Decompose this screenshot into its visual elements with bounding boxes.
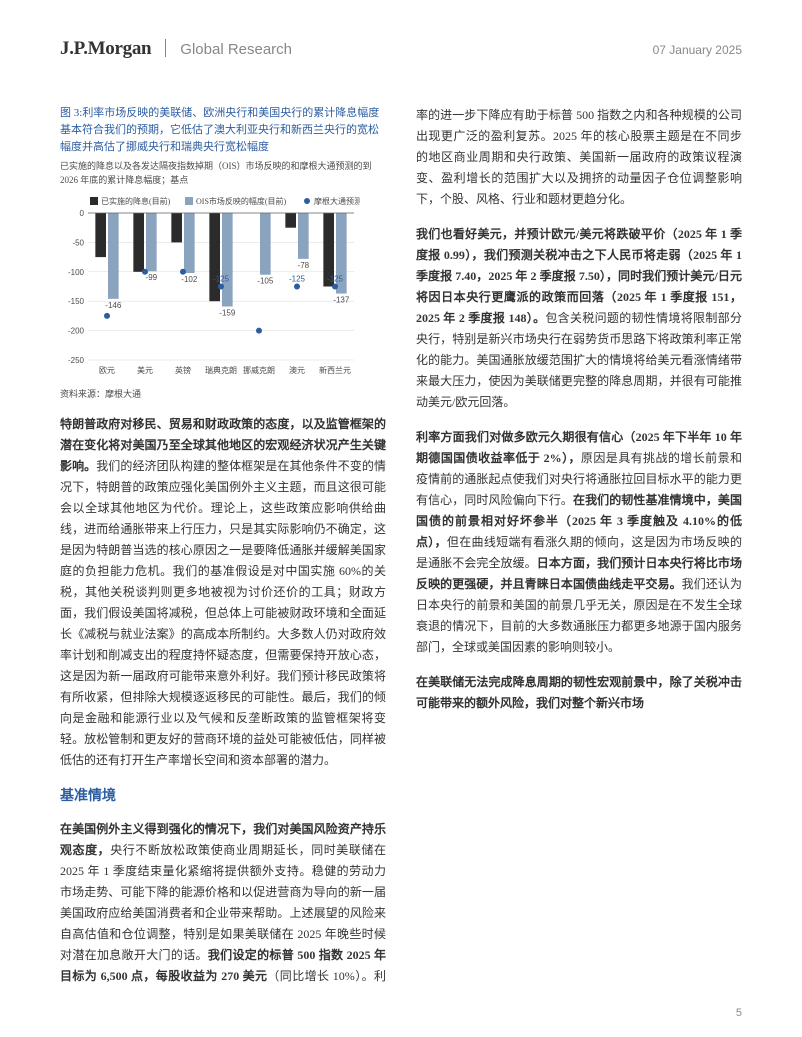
svg-text:-78: -78 [298, 261, 310, 270]
svg-text:瑞典克朗: 瑞典克朗 [205, 365, 237, 375]
svg-text:已实施的降息(目前): 已实施的降息(目前) [101, 196, 171, 206]
svg-text:-125: -125 [213, 275, 230, 284]
svg-text:英镑: 英镑 [175, 365, 191, 375]
svg-text:0: 0 [80, 209, 85, 218]
svg-text:-25: -25 [285, 230, 297, 239]
figure-3-source: 资料来源：摩根大通 [60, 387, 386, 400]
svg-text:挪威克朗: 挪威克朗 [243, 365, 275, 375]
svg-text:美元: 美元 [137, 365, 153, 375]
svg-text:-105: -105 [257, 277, 274, 286]
svg-text:新西兰元: 新西兰元 [319, 365, 351, 375]
svg-text:-100: -100 [68, 268, 85, 277]
svg-text:-146: -146 [105, 301, 122, 310]
para-right-3: 利率方面我们对做多欧元久期很有信心（2025 年下半年 10 年期德国国债收益率… [416, 427, 742, 658]
page-number: 5 [736, 1007, 742, 1019]
svg-text:-200: -200 [68, 327, 85, 336]
svg-text:-150: -150 [68, 297, 85, 306]
brand-divider [165, 39, 166, 57]
svg-text:-50: -50 [171, 245, 183, 254]
svg-text:摩根大通预测: 摩根大通预测 [314, 196, 360, 206]
report-date: 07 January 2025 [653, 43, 742, 57]
svg-text:-137: -137 [333, 296, 350, 305]
svg-text:-250: -250 [68, 356, 85, 365]
svg-text:澳元: 澳元 [289, 365, 305, 375]
svg-text:OIS市场反映的幅度(目前): OIS市场反映的幅度(目前) [196, 196, 287, 206]
svg-text:-102: -102 [181, 275, 198, 284]
para-right-4: 在美联储无法完成降息周期的韧性宏观前景中，除了关税冲击可能带来的额外风险，我们对… [416, 672, 742, 714]
svg-text:-159: -159 [219, 309, 236, 318]
figure-3-subtitle: 已实施的降息以及各发达隔夜指数掉期（OIS）市场反映的和摩根大通预测的到 202… [60, 160, 386, 187]
svg-text:-99: -99 [146, 273, 158, 282]
svg-text:-50: -50 [72, 239, 84, 248]
svg-text:-75: -75 [95, 259, 107, 268]
brand-logo: J.P.Morgan [60, 38, 151, 59]
subbrand-label: Global Research [180, 41, 292, 58]
para-right-2: 我们也看好美元，并预计欧元/美元将跌破平价（2025 年 1 季度报 0.99）… [416, 224, 742, 413]
para-left-1: 特朗普政府对移民、贸易和财政政策的态度，以及监管框架的潜在变化将对美国乃至全球其… [60, 414, 386, 771]
figure-3-title: 图 3:利率市场反映的美联储、欧洲央行和美国央行的累计降息幅度基本符合我们的预期… [60, 105, 386, 156]
figure-3-chart: 0-50-100-150-200-250-75-146欧元-100-99美元-5… [60, 193, 360, 378]
svg-text:-125: -125 [327, 275, 344, 284]
svg-text:欧元: 欧元 [99, 365, 115, 375]
svg-text:0: 0 [250, 215, 255, 224]
heading-baseline: 基准情境 [60, 785, 386, 805]
svg-text:-125: -125 [289, 275, 306, 284]
